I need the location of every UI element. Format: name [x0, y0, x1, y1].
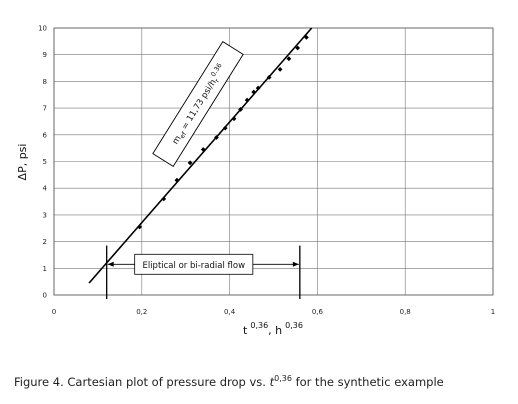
data-point: [187, 160, 193, 166]
flow-range-arrowhead-right: [292, 261, 299, 267]
y-tick-label: 8: [43, 78, 47, 86]
x-axis-title-t: t: [243, 324, 248, 337]
data-point: [200, 147, 206, 152]
flow-range-arrowhead-left: [107, 261, 114, 267]
y-tick-label: 2: [43, 238, 47, 246]
plot-area-frame: [53, 27, 494, 296]
data-point: [295, 45, 301, 51]
x-tick-label: 0,4: [224, 308, 236, 316]
flow-range-label-box: [134, 253, 254, 275]
x-tick-label: 0: [52, 308, 56, 316]
fit-line: [88, 27, 313, 284]
y-tick-label: 10: [38, 25, 47, 33]
y-tick-label: 6: [43, 131, 48, 139]
data-point: [161, 196, 167, 202]
data-point: [251, 89, 257, 95]
data-point: [286, 56, 292, 62]
slope-annotation-box: [152, 41, 244, 167]
x-axis-title-sep: ,: [268, 324, 275, 337]
x-axis-title-t-exp: 0,36: [250, 321, 268, 330]
figure-caption: Figure 4. Cartesian plot of pressure dro…: [14, 374, 514, 389]
y-tick-label: 9: [43, 51, 47, 59]
x-tick-labels: 0 0,2 0,4 0,6 0,8 1: [52, 308, 495, 316]
y-tick-label: 0: [43, 292, 47, 300]
data-point: [277, 66, 283, 72]
slope-m-subscript: ef: [178, 130, 188, 140]
data-point: [137, 224, 143, 230]
y-tick-label: 1: [43, 265, 47, 273]
data-point: [231, 116, 237, 122]
chart: 0 0,2 0,4 0,6 0,8 1 0 1 2 3 4 5 6 7 8 9 10 Eliptical or…: [16, 25, 495, 338]
caption-prefix: Figure 4. Cartesian plot of pressure dro…: [14, 375, 270, 389]
y-axis-title: ΔP, psi: [16, 144, 29, 181]
x-tick-label: 0,2: [136, 308, 147, 316]
data-point: [174, 177, 180, 183]
y-tick-label: 5: [43, 158, 47, 166]
data-point: [214, 135, 219, 140]
flow-range-annotation: Eliptical or bi-radial flow: [106, 245, 301, 300]
y-tick-label: 4: [43, 185, 48, 193]
data-point: [266, 74, 272, 80]
data-point: [222, 125, 228, 131]
grid-lines: [53, 27, 494, 296]
caption-variable: t: [269, 375, 275, 389]
caption-suffix: for the synthetic example: [291, 375, 444, 389]
slope-h-subscript: r: [213, 77, 221, 84]
data-point: [255, 85, 261, 91]
x-axis-title-h: h: [275, 324, 282, 337]
data-points: [137, 34, 309, 230]
y-tick-label: 3: [43, 211, 47, 219]
flow-range-label: Eliptical or bi-radial flow: [142, 261, 245, 271]
x-tick-label: 1: [491, 308, 495, 316]
data-point: [238, 107, 243, 112]
x-tick-label: 0,6: [312, 308, 324, 316]
y-tick-labels: 0 1 2 3 4 5 6 7 8 9 10: [38, 25, 47, 300]
data-point: [304, 34, 309, 40]
x-axis-title: t 0,36, h 0,36: [243, 321, 303, 337]
caption-exponent: 0,36: [274, 374, 292, 383]
x-tick-label: 0,8: [400, 308, 411, 316]
x-axis-title-h-exp: 0,36: [285, 321, 303, 330]
data-point: [244, 97, 250, 103]
y-tick-label: 7: [43, 105, 47, 113]
